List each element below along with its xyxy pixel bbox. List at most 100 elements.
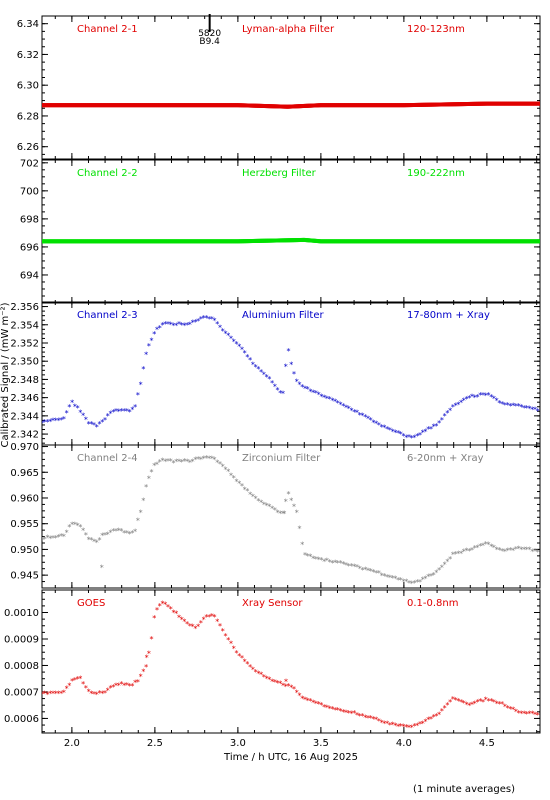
data-point: * [76, 675, 80, 684]
data-point: * [103, 689, 107, 698]
data-point: * [514, 707, 518, 716]
data-point: * [374, 715, 378, 724]
data-point: * [141, 365, 145, 374]
data-point: * [377, 569, 381, 578]
data-point: * [117, 527, 121, 536]
data-point: * [191, 318, 195, 327]
data-point: * [204, 613, 208, 622]
data-point: * [158, 602, 162, 611]
data-point: * [139, 672, 143, 681]
data-point: * [193, 318, 197, 327]
panel-filter-label: Xray Sensor [242, 598, 303, 609]
footnote: (1 minute averages) [413, 784, 515, 795]
data-point: * [426, 573, 430, 582]
data-point: * [188, 622, 192, 631]
data-point: * [319, 701, 323, 710]
data-point: * [459, 549, 463, 558]
data-point: * [76, 521, 80, 530]
series-points [42, 101, 540, 109]
x-tick-label: 2.5 [147, 738, 163, 749]
data-point: * [59, 416, 63, 425]
data-point: * [476, 544, 480, 553]
data-point: * [486, 391, 490, 400]
data-point: * [251, 360, 255, 369]
x-tick-label: 3.5 [313, 738, 329, 749]
data-point: * [410, 580, 414, 589]
panel-2: 702 700 698 696 694 Channel 2-2 Herzberg Filte… [20, 158, 541, 304]
data-point: * [218, 460, 222, 469]
x-axis-label: Time / h UTC, 16 Aug 2025 [223, 752, 358, 763]
data-point: * [344, 708, 348, 717]
data-point: * [497, 700, 501, 709]
data-point: * [440, 564, 444, 573]
data-point: * [180, 616, 184, 625]
data-point: * [536, 711, 540, 720]
data-point: * [204, 314, 208, 323]
data-point: * [243, 658, 247, 667]
data-point: * [492, 395, 496, 404]
data-point: * [336, 399, 340, 408]
data-point: * [473, 394, 477, 403]
data-point: * [210, 454, 214, 463]
data-point: * [399, 430, 403, 439]
data-point: * [314, 389, 318, 398]
data-point: * [303, 551, 307, 560]
data-point: * [103, 531, 107, 540]
data-point: * [270, 379, 274, 388]
data-point: * [413, 722, 417, 731]
data-point: * [174, 610, 178, 619]
data-point: * [169, 457, 173, 466]
data-point: * [303, 696, 307, 705]
y-tick-label: 2.348 [10, 375, 39, 386]
data-point: * [163, 320, 167, 329]
data-point: * [56, 533, 60, 542]
data-point: * [330, 397, 334, 406]
data-point: * [169, 321, 173, 330]
data-point: * [59, 690, 63, 699]
data-point: * [45, 534, 49, 543]
data-point: * [100, 531, 104, 540]
data-point: * [270, 505, 274, 514]
data-point: * [259, 368, 263, 377]
data-point: * [237, 652, 241, 661]
data-point: * [150, 468, 154, 477]
data-point: * [325, 556, 329, 565]
data-point: * [506, 401, 510, 410]
data-point: * [70, 677, 74, 686]
data-point: * [215, 458, 219, 467]
data-point: * [363, 413, 367, 422]
data-point: * [476, 698, 480, 707]
data-point: * [62, 533, 66, 542]
data-point: * [98, 689, 102, 698]
data-point: * [350, 562, 354, 571]
series-points [42, 237, 540, 244]
data-point: * [243, 349, 247, 358]
data-point: * [144, 663, 148, 672]
data-point: * [218, 622, 222, 631]
data-point: * [240, 482, 244, 491]
y-tick-label: 2.344 [10, 411, 39, 422]
data-point: * [481, 698, 485, 707]
data-point: * [319, 556, 323, 565]
data-point: * [213, 613, 217, 622]
data-point: * [319, 393, 323, 402]
data-point: * [166, 603, 170, 612]
data-point: * [366, 714, 370, 723]
data-point: * [317, 390, 321, 399]
panel-channel-label: Channel 2-1 [77, 24, 138, 35]
y-tick-label: 0.0006 [4, 714, 39, 725]
data-point: * [492, 698, 496, 707]
data-point: * [407, 433, 411, 442]
data-point: * [443, 704, 447, 713]
data-point: * [308, 553, 312, 562]
data-point: * [232, 338, 236, 347]
y-tick-label: 0.970 [10, 442, 39, 453]
data-point: * [295, 509, 299, 518]
data-point: * [522, 710, 526, 719]
data-point: * [339, 400, 343, 409]
data-point: * [166, 457, 170, 466]
data-point: * [196, 317, 200, 326]
data-point: * [177, 613, 181, 622]
data-point: * [43, 535, 47, 544]
